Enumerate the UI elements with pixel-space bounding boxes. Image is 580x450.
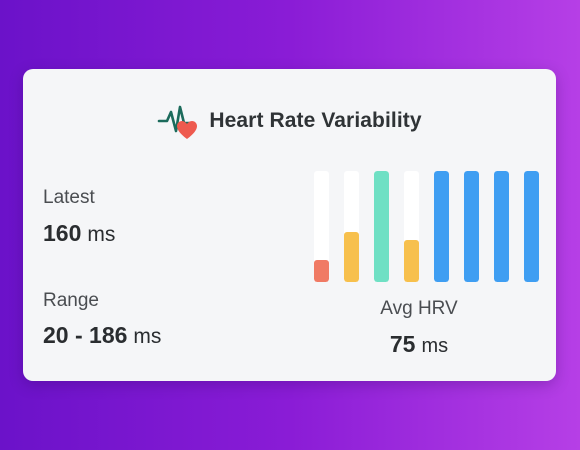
- range-value: 20 - 186 ms: [43, 322, 161, 349]
- avg-hrv-number: 75: [389, 331, 416, 357]
- range-unit: ms: [133, 325, 162, 348]
- hrv-bar: [464, 171, 479, 282]
- hrv-bar: [434, 171, 449, 282]
- hrv-bar: [344, 171, 359, 282]
- hrv-bar-fill: [434, 171, 449, 282]
- latest-number: 160: [43, 220, 82, 246]
- latest-value: 160 ms: [43, 220, 115, 247]
- hrv-bar-fill: [404, 239, 419, 282]
- avg-hrv-unit: ms: [421, 335, 449, 357]
- hrv-bar: [374, 171, 389, 282]
- card-header: Heart Rate Variability: [23, 101, 556, 141]
- avg-hrv-value: 75 ms: [314, 331, 524, 358]
- hrv-card[interactable]: Heart Rate Variability Latest 160 ms Rang…: [23, 69, 556, 381]
- hrv-bar-fill: [464, 171, 479, 282]
- hrv-bar: [404, 171, 419, 282]
- heart-pulse-icon: [158, 105, 198, 139]
- hrv-bar-fill: [374, 171, 389, 282]
- hrv-bar-fill: [344, 232, 359, 282]
- range-number: 20 - 186: [43, 322, 128, 348]
- hrv-bar: [314, 171, 329, 282]
- avg-hrv-label: Avg HRV: [380, 298, 458, 319]
- hrv-bar-chart: [314, 171, 539, 282]
- hrv-bar: [494, 171, 509, 282]
- latest-label: Latest: [43, 187, 95, 208]
- hrv-bar-fill: [494, 171, 509, 282]
- hrv-bar-fill: [524, 171, 539, 282]
- hrv-bar-fill: [314, 259, 329, 282]
- latest-unit: ms: [87, 223, 116, 246]
- range-label: Range: [43, 290, 99, 311]
- hrv-bar: [524, 171, 539, 282]
- card-title: Heart Rate Variability: [209, 109, 422, 132]
